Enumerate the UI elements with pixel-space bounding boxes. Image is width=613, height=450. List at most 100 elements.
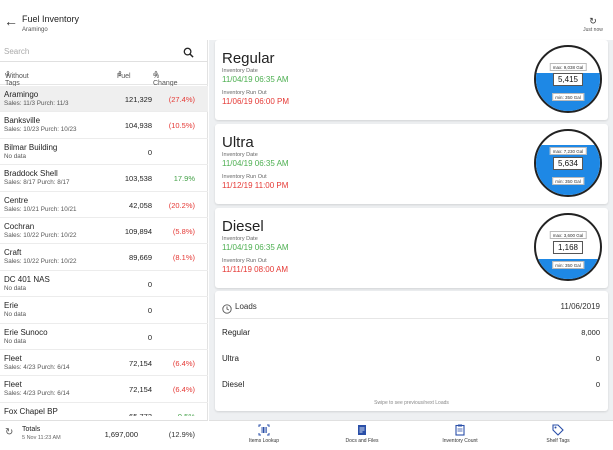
site-name: Fleet — [4, 380, 22, 390]
site-sales-purchase: Sales: 10/22 Purch: 10/22 — [4, 231, 77, 239]
refresh-button[interactable]: ↻ Just now — [581, 17, 605, 34]
site-fuel: 0 — [147, 332, 152, 342]
site-row[interactable]: Bilmar Building No data 0 — [0, 139, 208, 166]
nav-shelf-tags[interactable]: Shelf Tags — [523, 424, 593, 444]
site-change: (5.8%) — [172, 226, 195, 236]
site-sales-purchase: No data — [4, 284, 27, 292]
site-name: Erie Sunoco — [4, 327, 48, 337]
tank-max: max: 7,230 Gal — [549, 147, 587, 155]
inventory-date-value: 11/04/19 06:35 AM — [222, 159, 289, 168]
fuel-card[interactable]: Ultra Inventory Date 11/04/19 06:35 AM Inve… — [215, 124, 608, 204]
site-sales-purchase: Sales: 4/23 Purch: 6/14 — [4, 363, 70, 371]
site-sales-purchase: Sales: 10/23 Purch: 10/23 — [4, 126, 77, 134]
nav-label: Items Lookup — [248, 438, 280, 444]
load-fuel-name: Regular — [222, 328, 251, 337]
site-name: Braddock Shell — [4, 169, 58, 179]
site-row[interactable]: Fox Chapel BP 65,773 9.5% — [0, 403, 208, 416]
site-fuel: 121,329 — [124, 95, 152, 104]
tank-current: 5,415 — [552, 73, 584, 86]
fuel-card[interactable]: Diesel Inventory Date 11/04/19 06:35 AM Inv… — [215, 208, 608, 288]
site-row[interactable]: Centre Sales: 10/21 Purch: 10/21 42,058 (20… — [0, 192, 208, 218]
app-header: ← Fuel Inventory Aramingo ↻ Just now — [0, 0, 613, 40]
nav-docs-and-files[interactable]: Docs and Files — [327, 424, 397, 444]
site-row[interactable]: Fleet Sales: 4/23 Purch: 6/14 72,154 (6.4%) — [0, 376, 208, 403]
inventory-date-value: 11/04/19 06:35 AM — [222, 243, 289, 252]
site-row[interactable]: Erie Sunoco No data 0 — [0, 324, 208, 350]
site-row[interactable]: Aramingo Sales: 11/3 Purch: 11/3 121,329 (2… — [0, 86, 208, 113]
loads-swipe-hint: Swipe to see previous/next Loads — [374, 400, 449, 406]
column-name-label: Without Tags — [5, 73, 29, 87]
column-fuel-label: Fuel — [117, 73, 131, 80]
site-fuel: 0 — [147, 279, 152, 289]
tank-gauge: max: 9,038 Gal 5,415 min: 350 Gal — [534, 45, 602, 113]
sort-by-name[interactable]: Without Tags ⇕ — [5, 70, 29, 87]
clock-icon — [222, 301, 232, 319]
totals-change: (12.9%) — [168, 430, 195, 439]
sort-icon: ⇕ — [153, 71, 159, 78]
refresh-label: Just now — [583, 27, 603, 33]
sort-by-change[interactable]: % Change ⇕ — [153, 70, 178, 87]
site-name: Aramingo — [4, 90, 39, 99]
site-change: (20.2%) — [168, 200, 195, 210]
site-fuel: 103,538 — [124, 174, 152, 184]
runout-value: 11/11/19 08:00 AM — [222, 265, 288, 274]
fuel-type-name: Ultra — [222, 134, 254, 151]
site-row[interactable]: Cochran Sales: 10/22 Purch: 10/22 109,894 (… — [0, 218, 208, 245]
fuel-card[interactable]: Regular Inventory Date 11/04/19 06:35 AM In… — [215, 40, 608, 120]
nav-items-lookup[interactable]: Items Lookup — [229, 424, 299, 444]
site-name: Centre — [4, 195, 29, 205]
tag-icon — [552, 424, 564, 436]
tank-gauge: max: 3,600 Gal 1,168 min: 350 Gal — [534, 213, 602, 281]
site-name: Craft — [4, 248, 22, 258]
site-change: 9.5% — [178, 412, 195, 416]
site-list-panel: Without Tags ⇕ Fuel ⇕ % Change ⇕ Araming… — [0, 40, 208, 450]
site-fuel: 72,154 — [129, 358, 152, 368]
site-name: Bilmar Building — [4, 142, 58, 152]
runout-label: Inventory Run Out — [222, 174, 267, 180]
refresh-icon[interactable]: ↻ — [5, 427, 14, 438]
tank-current: 5,634 — [552, 157, 584, 170]
site-name: Cochran — [4, 221, 35, 231]
site-row[interactable]: Fleet Sales: 4/23 Purch: 6/14 72,154 (6.4%) — [0, 350, 208, 377]
load-row: Ultra 0 — [215, 347, 608, 373]
site-row[interactable]: Erie No data 0 — [0, 297, 208, 324]
load-fuel-name: Ultra — [222, 354, 239, 363]
site-change: (27.4%) — [168, 95, 195, 104]
load-row: Regular 8,000 — [215, 321, 608, 347]
barcode-scan-icon — [258, 424, 270, 436]
site-name: Fox Chapel BP — [4, 406, 58, 416]
tank-gauge: max: 7,230 Gal 5,634 min: 350 Gal — [534, 129, 602, 197]
site-change: 17.9% — [173, 174, 195, 184]
load-amount: 0 — [595, 380, 600, 389]
search-icon[interactable] — [183, 45, 194, 63]
search-input[interactable] — [4, 44, 164, 58]
site-detail-panel: Regular Inventory Date 11/04/19 06:35 AM In… — [209, 40, 613, 420]
tank-min: min: 350 Gal — [552, 93, 584, 101]
tank-max: max: 3,600 Gal — [549, 231, 587, 239]
loads-card: Loads 11/06/2019 Regular 8,000 Ultra 0 Diese… — [215, 291, 608, 411]
inventory-date-label: Inventory Date — [222, 152, 258, 158]
runout-value: 11/12/19 11:00 PM — [222, 181, 289, 190]
load-amount: 8,000 — [581, 328, 600, 337]
bottom-navigation: Items Lookup Docs and Files Inventory Co… — [209, 420, 613, 450]
site-row[interactable]: Braddock Shell Sales: 8/17 Purch: 8/17 103… — [0, 165, 208, 192]
site-fuel: 89,669 — [129, 253, 152, 263]
site-sales-purchase: No data — [4, 337, 27, 345]
nav-label: Inventory Count — [442, 438, 478, 444]
site-row[interactable]: Craft Sales: 10/22 Purch: 10/22 89,669 (8.1… — [0, 244, 208, 271]
sort-icon: ⇕ — [5, 71, 11, 78]
site-row[interactable]: Banksville Sales: 10/23 Purch: 10/23 104,9… — [0, 112, 208, 139]
site-sales-purchase: No data — [4, 152, 27, 160]
site-name: Fleet — [4, 353, 22, 363]
site-row[interactable]: DC 401 NAS No data 0 — [0, 271, 208, 298]
nav-inventory-count[interactable]: Inventory Count — [425, 424, 495, 444]
inventory-count-icon — [455, 424, 465, 436]
site-name: Erie — [4, 301, 19, 311]
back-arrow-icon[interactable]: ← — [4, 13, 18, 29]
site-fuel: 72,154 — [129, 385, 152, 395]
site-change: (6.4%) — [172, 385, 195, 395]
sort-by-fuel[interactable]: Fuel ⇕ — [117, 70, 131, 80]
nav-label: Shelf Tags — [546, 438, 570, 444]
column-change-label: % Change — [153, 73, 178, 87]
site-name: Banksville — [4, 116, 41, 126]
